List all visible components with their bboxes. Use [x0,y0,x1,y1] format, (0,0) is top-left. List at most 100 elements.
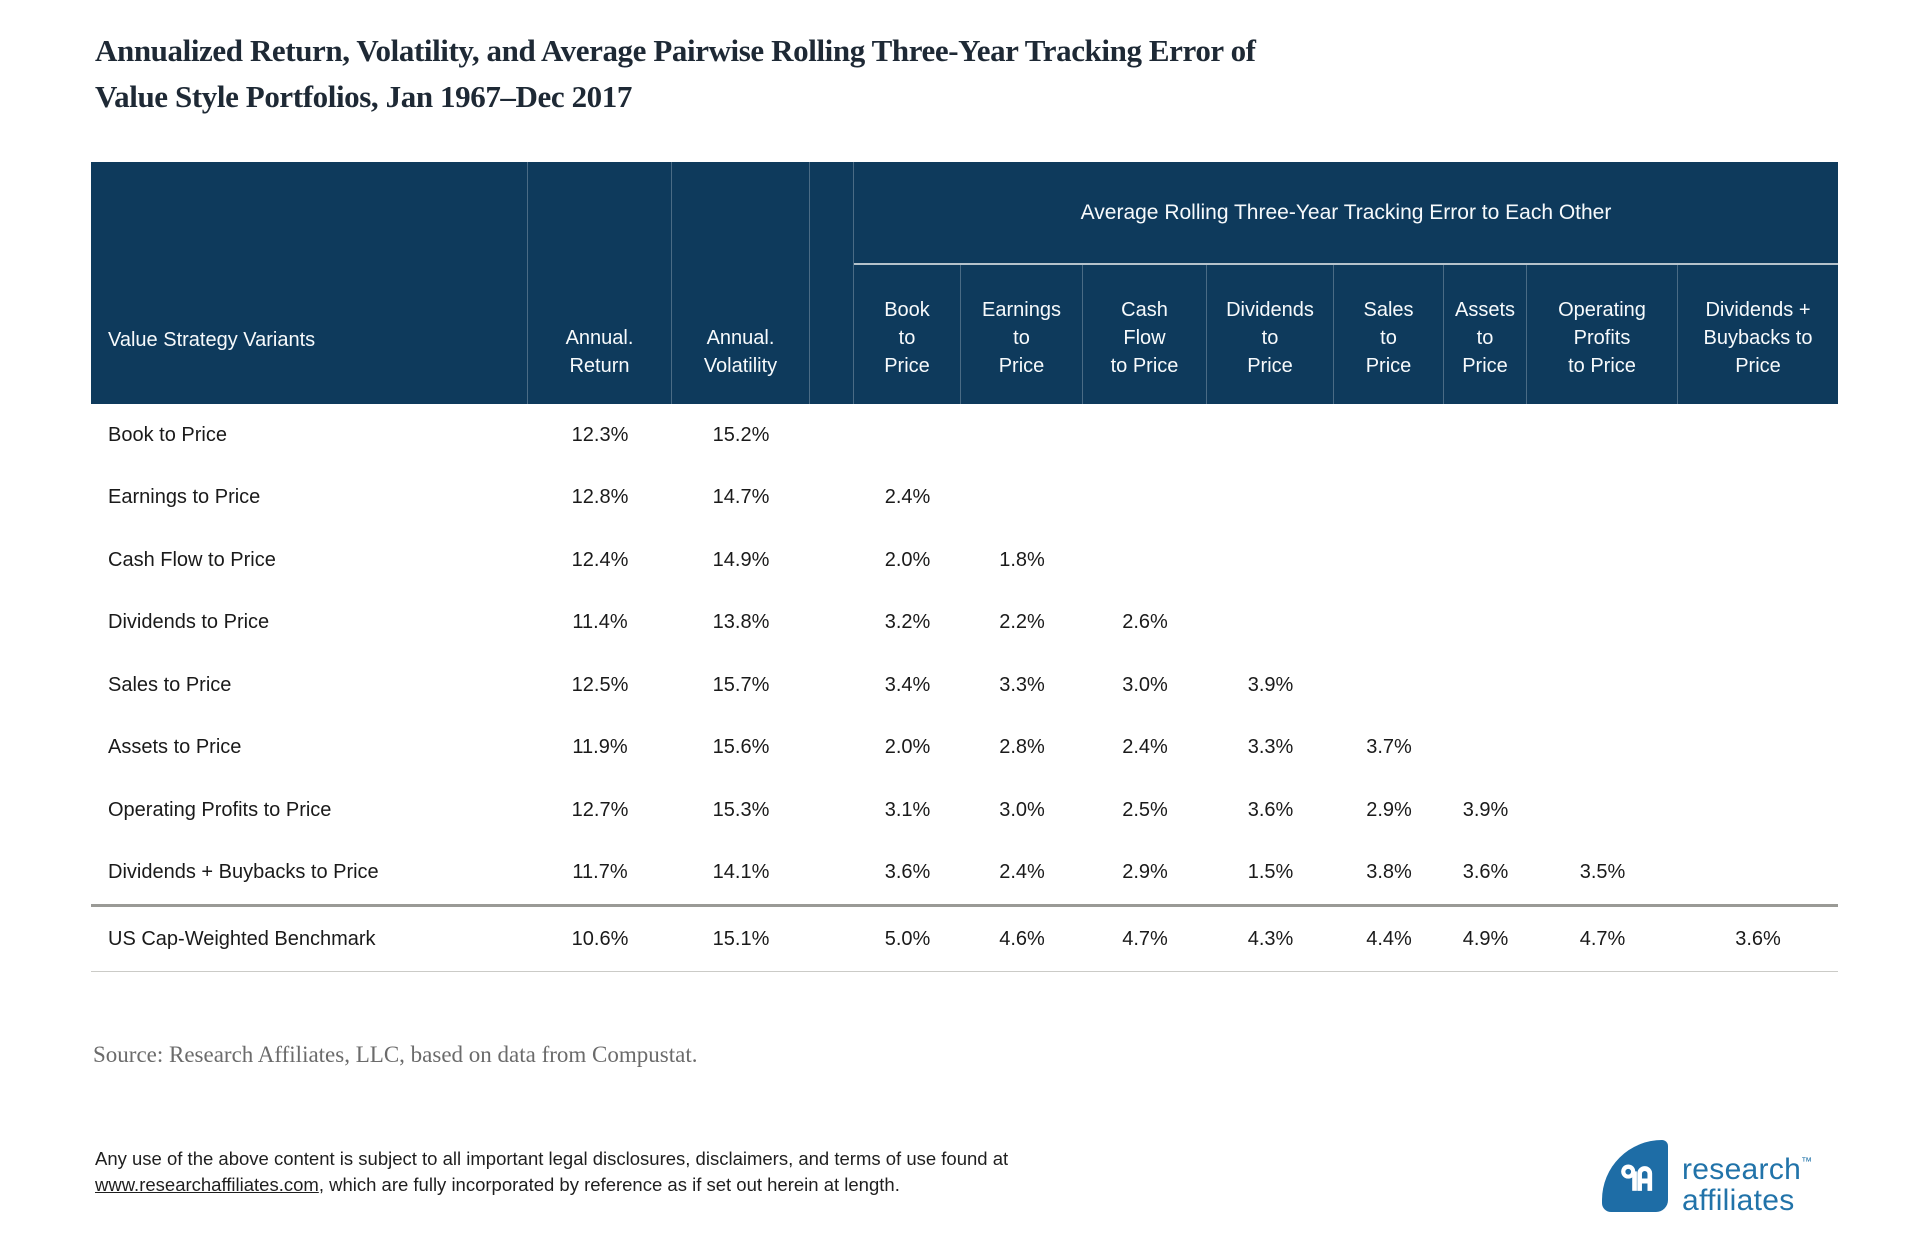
legal-line2-rest: , which are fully incorporated by refere… [318,1174,900,1195]
table-cell: 3.2% [884,611,931,634]
table-cell: 2.9% [1122,861,1168,884]
table-cell: 14.1% [712,861,770,884]
table-cell: 3.6% [1247,798,1294,821]
table-cell: 3.9% [1247,673,1294,696]
table-cell: 4.6% [999,927,1045,950]
table-bottom-rule [91,971,1838,972]
table-cell: 2.4% [1122,736,1168,759]
row-label: Dividends + Buybacks to Price [108,861,379,884]
legal-line1: Any use of the above content is subject … [95,1148,1009,1169]
table-cell: 4.4% [1366,927,1412,950]
table-cell: 13.8% [712,611,770,634]
table-cell: 3.3% [999,673,1045,696]
table-cell: 3.6% [1462,861,1509,884]
table-cell: 3.6% [884,861,931,884]
table-cell: 5.0% [884,927,931,950]
row-label: Dividends to Price [108,611,270,634]
table-cell: 2.0% [884,736,931,759]
table-cell: 2.4% [999,861,1045,884]
table-cell: 14.7% [712,486,770,509]
legal-disclaimer: Any use of the above content is subject … [95,1146,1095,1198]
table-row: Book to Price 12.3% 15.2% [91,404,1838,467]
col-header-dividends-to-price: Dividends to Price [1207,265,1334,404]
table-cell: 2.8% [999,736,1045,759]
research-affiliates-logo: research™ affiliates [1602,1138,1832,1218]
table-cell: 11.7% [572,861,628,884]
table-cell: 3.5% [1579,861,1626,884]
table-cell: 3.8% [1366,861,1412,884]
group-header-tracking-error: Average Rolling Three-Year Tracking Erro… [854,162,1838,265]
table-cell: 2.9% [1366,798,1412,821]
figure-title-line1: Annualized Return, Volatility, and Avera… [95,33,1256,68]
table-body: Book to Price 12.3% 15.2% Earnings to Price… [91,404,1838,972]
table-cell: 1.8% [999,548,1045,571]
row-label: Earnings to Price [108,486,261,509]
table-cell: 3.1% [884,798,931,821]
table-cell: 4.7% [1122,927,1168,950]
col-header-operating-profits-to-price: Operating Profits to Price [1527,265,1678,404]
table-row: Cash Flow to Price 12.4% 14.9% 2.0% 1.8% [91,529,1838,592]
figure-title: Annualized Return, Volatility, and Avera… [95,28,1595,120]
table-cell: 3.4% [884,673,931,696]
researchaffiliates-link[interactable]: www.researchaffiliates.com [95,1174,319,1195]
col-header-sales-to-price: Sales to Price [1334,265,1444,404]
table-row: Sales to Price 12.5% 15.7% 3.4% 3.3% 3.0% 3.9% [91,654,1838,717]
table-cell: 2.0% [884,548,931,571]
table-cell: 3.0% [999,798,1045,821]
table-cell: 11.9% [572,736,628,759]
row-label: US Cap-Weighted Benchmark [108,927,376,950]
table-cell: 14.9% [712,548,770,571]
col-header-cash-flow-to-price: Cash Flow to Price [1083,265,1207,404]
table-cell: 11.4% [572,611,628,634]
table-cell: 3.0% [1122,673,1168,696]
legal-line2: www.researchaffiliates.com, which are fu… [95,1172,1095,1198]
table-cell: 2.5% [1122,798,1168,821]
col-header-assets-to-price: Assets to Price [1444,265,1527,404]
table-cell: 3.6% [1735,927,1781,950]
trademark-symbol: ™ [1801,1156,1813,1168]
table-cell: 4.3% [1247,927,1294,950]
row-label: Sales to Price [108,673,232,696]
table-cell: 15.6% [712,736,770,759]
benchmark-divider [91,904,1838,907]
table-cell: 3.3% [1247,736,1294,759]
table-cell: 3.9% [1462,798,1509,821]
table-cell: 2.6% [1122,611,1168,634]
table-header: Value Strategy Variants Annual. Return A… [91,162,1838,404]
table-cell: 12.5% [571,673,629,696]
table-cell: 15.7% [712,673,770,696]
logo-word-research: research™ [1682,1153,1813,1186]
table-cell: 2.4% [884,486,931,509]
source-note: Source: Research Affiliates, LLC, based … [93,1042,698,1067]
col-header-dividends-buybacks-to-price: Dividends + Buybacks to Price [1703,299,1813,377]
col-header-earnings-to-price: Earnings to Price [961,265,1083,404]
table-cell: 10.6% [571,927,629,950]
table-row: Dividends to Price 11.4% 13.8% 3.2% 2.2% 2.6% [91,592,1838,655]
col-header-annual-volatility: Annual. Volatility [672,162,810,404]
table-cell: 12.3% [571,423,629,446]
table-row: Dividends + Buybacks to Price 11.7% 14.1% 3… [91,842,1838,905]
table-row: Operating Profits to Price 12.7% 15.3% 3.1%… [91,779,1838,842]
col-header-book-to-price: Book to Price [854,265,961,404]
col-header-value-strategy-variants: Value Strategy Variants [91,162,528,404]
table-row-benchmark: US Cap-Weighted Benchmark 10.6% 15.1% 5.0% 4… [91,907,1838,971]
data-table: Value Strategy Variants Annual. Return A… [91,162,1838,972]
figure-title-line2: Value Style Portfolios, Jan 1967–Dec 201… [95,79,632,114]
row-label: Operating Profits to Price [108,798,332,821]
row-label: Assets to Price [108,736,242,759]
table-cell: 1.5% [1247,861,1294,884]
table-cell: 4.9% [1462,927,1509,950]
table-cell: 4.7% [1579,927,1626,950]
header-gap-cell [810,162,854,404]
table-cell: 12.7% [571,798,629,821]
col-header-annual-return: Annual. Return [528,162,672,404]
table-row: Earnings to Price 12.8% 14.7% 2.4% [91,467,1838,530]
ra-logo-mark-icon [1602,1140,1668,1212]
table-cell: 3.7% [1366,736,1412,759]
table-cell: 2.2% [999,611,1045,634]
ra-monogram-icon [1621,1164,1653,1191]
logo-word-affiliates: affiliates [1682,1184,1795,1217]
logo-wordmark: research™ affiliates [1682,1147,1812,1216]
table-cell: 12.4% [571,548,629,571]
